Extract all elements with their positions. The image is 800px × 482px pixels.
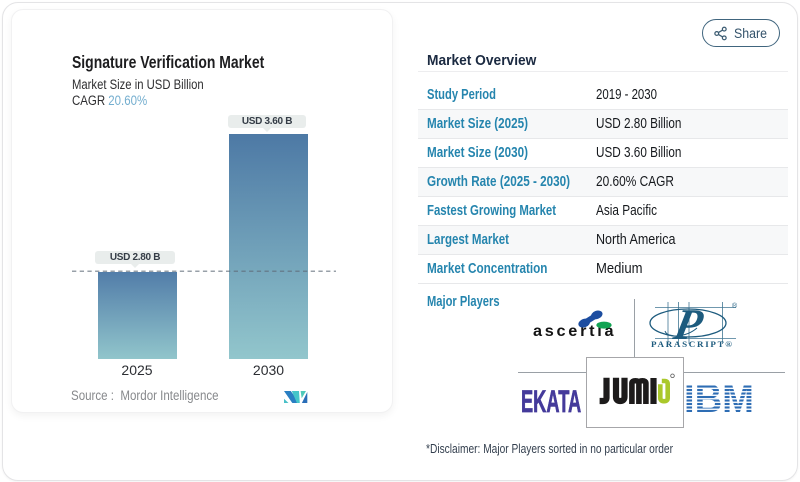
svg-text:IBM: IBM [684,383,754,415]
svg-text:®: ® [732,302,738,310]
